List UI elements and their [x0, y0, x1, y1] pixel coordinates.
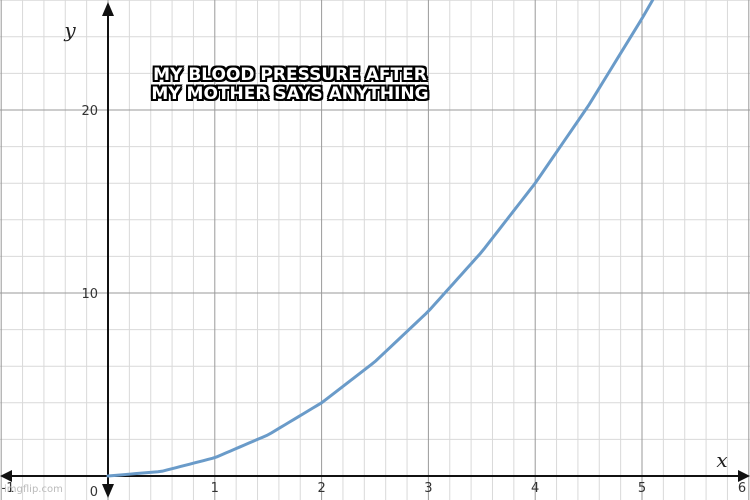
y-axis-top-arrow [102, 2, 114, 16]
y-axis-bottom-arrow [102, 484, 114, 498]
x-axis-label: x [716, 448, 727, 472]
y-axis-label: y [63, 18, 76, 42]
x-tick-label: 1 [211, 481, 219, 496]
series-line [106, 0, 655, 478]
x-tick-label: 4 [531, 481, 539, 496]
y-tick-label: 10 [81, 287, 98, 302]
origin-label: 0 [90, 485, 98, 500]
tick-labels: -1 1 2 3 4 5 6 10 20 0 x y [2, 18, 747, 500]
x-tick-label: 3 [424, 481, 432, 496]
x-tick-label: 2 [317, 481, 325, 496]
x-axis-left-arrow [0, 470, 12, 482]
x-tick-label: 6 [738, 481, 746, 496]
y-tick-label: 20 [81, 104, 98, 119]
meme-caption: MY BLOOD PRESSURE AFTER MY MOTHER SAYS A… [151, 65, 429, 105]
x-tick-label: 5 [638, 481, 646, 496]
curve-layer [106, 0, 655, 478]
x-tick-label: -1 [2, 481, 15, 496]
x-axis-right-arrow [738, 470, 750, 482]
watermark: imgflip.com [4, 484, 63, 495]
